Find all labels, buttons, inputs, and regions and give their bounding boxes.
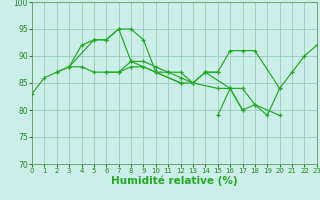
- X-axis label: Humidité relative (%): Humidité relative (%): [111, 176, 238, 186]
